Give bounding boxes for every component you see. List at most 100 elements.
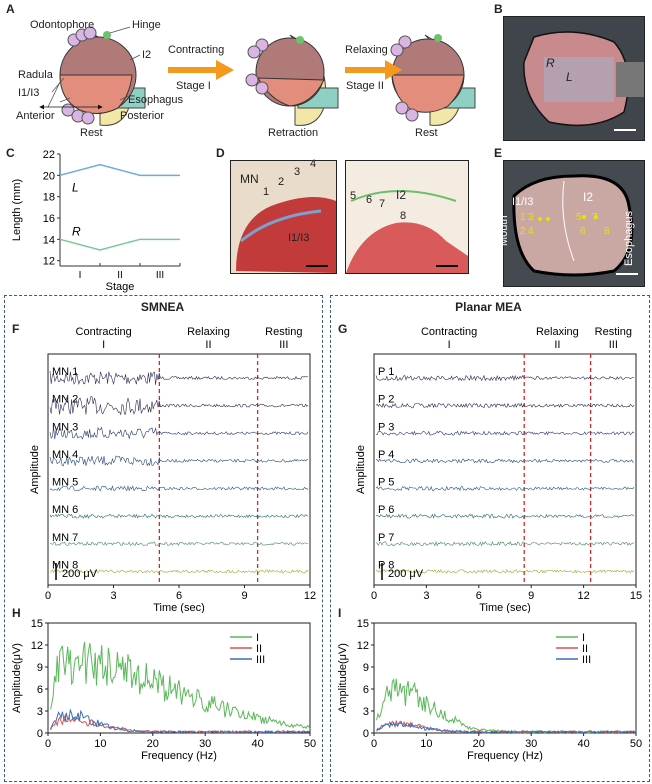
phase-name: Contracting: [76, 326, 132, 338]
spectrum-frame: [47, 622, 311, 734]
channel-trace: [49, 396, 309, 416]
c-ylabel: Length (mm): [11, 179, 23, 241]
label-d-3: 3: [294, 166, 301, 178]
spectrum-ytick-label: 6: [363, 684, 369, 696]
panel-e-letter: E: [494, 146, 503, 160]
phase-stage: II: [205, 339, 211, 351]
panel-g-letter: G: [338, 322, 348, 336]
spectrum-ytick-label: 12: [31, 640, 43, 652]
y-axis-label: Amplitude: [355, 445, 367, 494]
channel-trace: [49, 370, 309, 386]
spectrum-ytick-label: 9: [37, 662, 43, 674]
label-e-dot-8: 8: [604, 226, 610, 237]
spectrum-xtick-label: 30: [525, 738, 537, 750]
c-series-label: R: [72, 224, 81, 238]
g-frame: [373, 353, 637, 586]
g-title: Planar MEA: [455, 300, 522, 314]
spectrum-xtick-label: 40: [251, 738, 263, 750]
channel-label: P 2: [378, 394, 394, 406]
stage-arrow-1: [168, 60, 234, 80]
channel-trace: [49, 426, 309, 440]
c-xlabel: Stage: [106, 281, 135, 293]
label-d-tissue: I1/I3: [288, 232, 310, 244]
x-tick-label: 3: [423, 590, 429, 602]
channel-label: P 4: [378, 449, 394, 461]
legend-label: III: [256, 654, 265, 666]
panel-c-letter: C: [6, 146, 15, 160]
c-ytick-label: 20: [43, 170, 55, 182]
spectrum-xtick-label: 50: [304, 738, 316, 750]
label-d-6: 6: [366, 194, 373, 206]
phase-stage: I: [102, 339, 105, 351]
x-tick-label: 3: [110, 590, 116, 602]
stage-arrow-2: [345, 60, 402, 80]
label-d-5: 5: [350, 190, 357, 202]
phase-stage: II: [554, 339, 560, 351]
channel-trace: [49, 484, 309, 492]
panel-f-letter: F: [12, 322, 20, 336]
label-e-dot-4: 4: [528, 226, 534, 237]
legend-label: I: [256, 632, 259, 644]
planar-mea-box: [330, 295, 650, 782]
x-tick-label: 9: [241, 590, 247, 602]
channel-trace: [375, 568, 635, 574]
c-series-R: [59, 238, 180, 251]
phase-name: Relaxing: [187, 326, 230, 338]
spectrum-xlabel: Frequency (Hz): [141, 750, 217, 762]
label-e-i2: I2: [583, 190, 594, 204]
phase-name: Resting: [265, 326, 302, 338]
legend-label: I: [582, 632, 585, 644]
x-tick-label: 6: [476, 590, 482, 602]
x-tick-label: 9: [528, 590, 534, 602]
c-ytick-label: 14: [43, 234, 55, 246]
label-e-dot-3: 3: [528, 212, 534, 223]
spectrum-ytick-label: 3: [363, 706, 369, 718]
spectrum-series-I: [50, 641, 311, 730]
panel-a-letter: A: [6, 2, 15, 16]
state-rest-1: Rest: [80, 127, 103, 139]
label-odontophore: Odontophore: [30, 19, 95, 31]
c-ytick-label: 22: [43, 149, 55, 161]
spectrum-ytick-label: 9: [363, 662, 369, 674]
spectrum-ytick-label: 15: [31, 618, 43, 630]
channel-label: MN 5: [52, 477, 78, 489]
arrow1-top: Contracting: [168, 44, 225, 56]
spectrum-ytick-label: 0: [363, 728, 369, 740]
spectrum-ylabel: Amplitude(μV): [337, 643, 349, 713]
spectrum-xtick-label: 20: [147, 738, 159, 750]
spectrum-frame: [373, 622, 637, 734]
spectrum-series-III: [50, 708, 311, 734]
panel-d-letter: D: [216, 146, 225, 160]
label-e-dot-5: 5: [576, 212, 582, 223]
photo-d-left: [230, 160, 337, 274]
label-d-4: 4: [310, 158, 317, 170]
label-i1i3: I1/I3: [18, 87, 40, 99]
channel-trace: [375, 540, 635, 547]
label-e-dot-6: 6: [580, 226, 586, 237]
c-stage-label: I: [79, 270, 82, 281]
label-e-dot-1: 1: [520, 212, 526, 223]
channel-label: P 7: [378, 532, 394, 544]
channel-trace: [375, 402, 635, 409]
spectrum-xtick-label: 10: [94, 738, 106, 750]
spectrum-xtick-label: 40: [577, 738, 589, 750]
legend-label: II: [582, 643, 588, 655]
label-e-dot-2: 2: [520, 226, 526, 237]
phase-name: Contracting: [421, 326, 477, 338]
panel-b-letter: B: [494, 2, 503, 16]
channel-trace: [49, 569, 309, 574]
panel-a-schematic: [39, 26, 476, 126]
channel-label: P 5: [378, 477, 394, 489]
phase-name: Relaxing: [536, 326, 579, 338]
channel-trace: [375, 485, 635, 492]
phase-name: Resting: [595, 326, 632, 338]
channel-trace: [49, 513, 309, 519]
buccal-mass-rest-2: [390, 34, 476, 126]
label-e-mouth: Mouth: [498, 215, 510, 246]
state-rest-2: Rest: [415, 127, 438, 139]
phase-stage: III: [279, 339, 288, 351]
x-tick-label: 6: [176, 590, 182, 602]
label-d-mn: MN: [240, 172, 259, 186]
